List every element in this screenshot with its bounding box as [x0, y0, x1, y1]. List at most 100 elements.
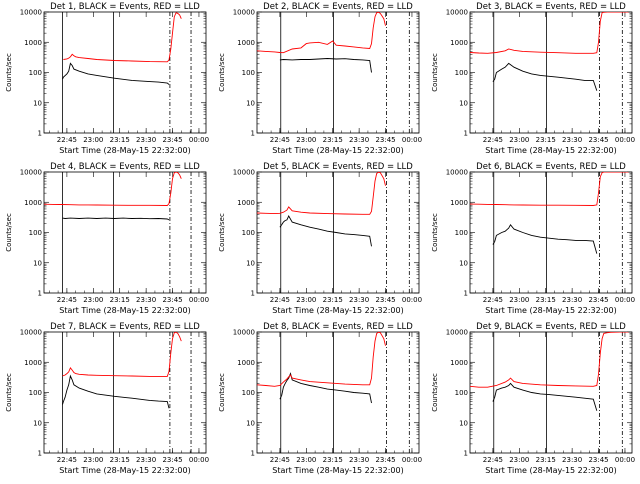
x-tick-label: 00:00 — [615, 456, 635, 464]
x-tick-label: 23:15 — [536, 136, 556, 144]
chart-title: Det 1, BLACK = Events, RED = LLD — [50, 2, 200, 12]
detector-panel: Det 7, BLACK = Events, RED = LLD Counts/s… — [0, 320, 213, 480]
x-tick-label: 22:45 — [270, 136, 290, 144]
x-tick-label: 23:15 — [536, 296, 556, 304]
chart-svg: Det 1, BLACK = Events, RED = LLD Counts/s… — [5, 2, 209, 155]
x-tick-label: 00:00 — [189, 296, 209, 304]
x-tick-label: 00:00 — [402, 136, 422, 144]
y-axis-label: Counts/sec — [5, 373, 13, 412]
chart-title: Det 4, BLACK = Events, RED = LLD — [50, 162, 200, 172]
x-tick-label: 22:45 — [483, 136, 503, 144]
chart-title: Det 7, BLACK = Events, RED = LLD — [50, 322, 200, 332]
x-tick-label: 00:00 — [615, 296, 635, 304]
x-tick-label: 23:45 — [588, 136, 608, 144]
chart-svg: Det 2, BLACK = Events, RED = LLD Counts/s… — [218, 2, 422, 155]
y-tick-label: 10 — [459, 419, 468, 427]
data-layer — [257, 332, 410, 453]
events-series-line — [279, 372, 372, 404]
y-tick-label: 100 — [455, 389, 468, 397]
y-tick-label: 10000 — [446, 329, 468, 337]
x-tick-label: 23:00 — [509, 456, 529, 464]
x-tick-label: 00:00 — [189, 136, 209, 144]
y-axis-label: Counts/sec — [5, 213, 13, 252]
y-tick-label: 1000 — [450, 199, 468, 207]
x-tick-label: 23:00 — [296, 296, 316, 304]
x-axis-label: Start Time (28-May-15 22:32:00) — [272, 146, 403, 155]
plot-frame — [256, 331, 420, 454]
y-tick-label: 10000 — [20, 9, 42, 17]
y-tick-label: 1 — [251, 130, 255, 138]
x-tick-label: 22:45 — [483, 296, 503, 304]
x-tick-label: 00:00 — [402, 456, 422, 464]
y-tick-label: 1000 — [24, 39, 42, 47]
y-tick-label: 10000 — [20, 169, 42, 177]
y-tick-label: 10 — [33, 259, 42, 267]
chart-svg: Det 6, BLACK = Events, RED = LLD Counts/s… — [431, 162, 635, 315]
data-layer — [257, 172, 410, 293]
detector-panel: Det 6, BLACK = Events, RED = LLD Counts/s… — [426, 160, 639, 320]
chart-svg: Det 3, BLACK = Events, RED = LLD Counts/s… — [431, 2, 635, 155]
y-tick-label: 10000 — [446, 9, 468, 17]
y-tick-label: 1 — [38, 450, 42, 458]
y-tick-label: 1000 — [450, 359, 468, 367]
data-layer — [62, 12, 192, 133]
y-tick-label: 100 — [29, 389, 42, 397]
y-tick-label: 100 — [455, 69, 468, 77]
y-tick-label: 10000 — [446, 169, 468, 177]
chart-svg: Det 9, BLACK = Events, RED = LLD Counts/s… — [431, 322, 635, 475]
chart-title: Det 5, BLACK = Events, RED = LLD — [263, 162, 413, 172]
x-tick-label: 23:00 — [83, 136, 103, 144]
y-tick-label: 10 — [246, 99, 255, 107]
y-tick-label: 10000 — [233, 9, 255, 17]
y-tick-label: 10000 — [20, 329, 42, 337]
detector-panel: Det 5, BLACK = Events, RED = LLD Counts/s… — [213, 160, 426, 320]
y-tick-label: 100 — [242, 69, 255, 77]
x-axis-label: Start Time (28-May-15 22:32:00) — [59, 306, 190, 315]
x-tick-label: 23:30 — [136, 136, 156, 144]
x-tick-label: 00:00 — [615, 136, 635, 144]
events-series-line — [62, 62, 170, 85]
x-axis-label: Start Time (28-May-15 22:32:00) — [272, 306, 403, 315]
chart-title: Det 6, BLACK = Events, RED = LLD — [476, 162, 626, 172]
lld-series-line — [62, 332, 182, 377]
x-tick-label: 00:00 — [189, 456, 209, 464]
x-tick-label: 23:15 — [110, 456, 130, 464]
x-tick-label: 23:00 — [83, 456, 103, 464]
y-tick-label: 10 — [246, 419, 255, 427]
y-axis-label: Counts/sec — [431, 53, 439, 92]
detector-panel: Det 3, BLACK = Events, RED = LLD Counts/s… — [426, 0, 639, 160]
chart-svg: Det 5, BLACK = Events, RED = LLD Counts/s… — [218, 162, 422, 315]
x-tick-label: 23:30 — [136, 296, 156, 304]
x-axis-label: Start Time (28-May-15 22:32:00) — [59, 466, 190, 475]
detector-panel: Det 8, BLACK = Events, RED = LLD Counts/s… — [213, 320, 426, 480]
events-series-line — [279, 58, 372, 73]
events-series-line — [62, 374, 170, 409]
x-tick-label: 23:45 — [162, 136, 182, 144]
plot-frame — [43, 331, 207, 454]
lld-series-line — [470, 12, 629, 54]
x-tick-label: 23:00 — [83, 296, 103, 304]
x-tick-label: 23:15 — [110, 136, 130, 144]
events-series-line — [62, 217, 170, 221]
x-tick-label: 22:45 — [57, 136, 77, 144]
x-tick-label: 23:45 — [375, 456, 395, 464]
x-tick-label: 23:45 — [375, 136, 395, 144]
chart-svg: Det 7, BLACK = Events, RED = LLD Counts/s… — [5, 322, 209, 475]
x-tick-label: 22:45 — [57, 296, 77, 304]
y-tick-label: 1 — [251, 450, 255, 458]
x-axis-label: Start Time (28-May-15 22:32:00) — [485, 466, 616, 475]
x-tick-label: 23:00 — [296, 136, 316, 144]
x-tick-label: 23:30 — [136, 456, 156, 464]
plot-frame — [469, 171, 633, 294]
y-tick-label: 1 — [251, 290, 255, 298]
lld-series-line — [44, 172, 182, 206]
y-axis-label: Counts/sec — [218, 213, 226, 252]
x-axis-label: Start Time (28-May-15 22:32:00) — [485, 306, 616, 315]
x-tick-label: 23:30 — [562, 296, 582, 304]
y-tick-label: 10 — [246, 259, 255, 267]
events-series-line — [492, 382, 598, 411]
x-axis-label: Start Time (28-May-15 22:32:00) — [485, 146, 616, 155]
events-series-line — [279, 215, 372, 247]
x-tick-label: 22:45 — [57, 456, 77, 464]
